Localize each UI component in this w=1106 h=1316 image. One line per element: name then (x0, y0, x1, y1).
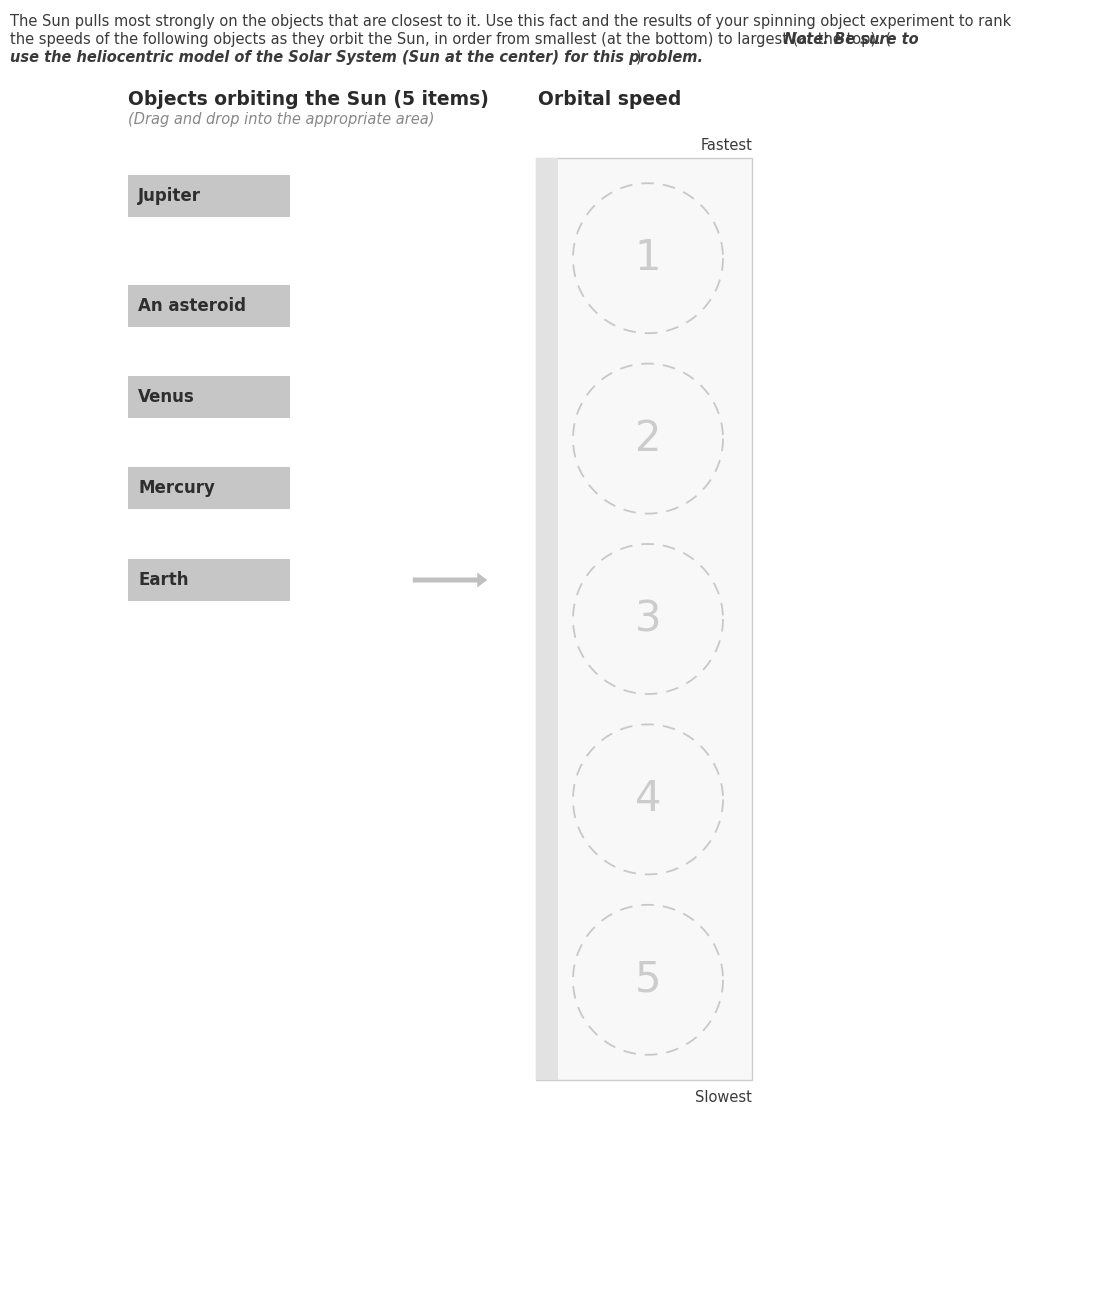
Text: 5: 5 (635, 959, 661, 1000)
Text: 4: 4 (635, 778, 661, 820)
Text: Venus: Venus (138, 388, 195, 407)
Text: Slowest: Slowest (696, 1090, 752, 1105)
Text: Orbital speed: Orbital speed (538, 89, 681, 109)
Text: the speeds of the following objects as they orbit the Sun, in order from smalles: the speeds of the following objects as t… (10, 32, 891, 47)
Bar (128, 376, 290, 418)
Text: The Sun pulls most strongly on the objects that are closest to it. Use this fact: The Sun pulls most strongly on the objec… (10, 14, 1011, 29)
Text: 3: 3 (635, 597, 661, 640)
Bar (128, 286, 290, 326)
Text: Earth: Earth (138, 571, 188, 590)
Text: (Drag and drop into the appropriate area): (Drag and drop into the appropriate area… (128, 112, 435, 128)
Text: use the heliocentric model of the Solar System (Sun at the center) for this prob: use the heliocentric model of the Solar … (10, 50, 703, 64)
Bar (536, 158, 752, 1080)
Text: Jupiter: Jupiter (138, 187, 201, 205)
Bar (128, 175, 290, 217)
Text: Fastest: Fastest (700, 138, 752, 153)
Bar (128, 559, 290, 601)
Text: An asteroid: An asteroid (138, 297, 246, 315)
Text: 2: 2 (635, 417, 661, 459)
Text: Mercury: Mercury (138, 479, 215, 497)
Text: ): ) (636, 50, 641, 64)
Text: Objects orbiting the Sun (5 items): Objects orbiting the Sun (5 items) (128, 89, 489, 109)
Text: Note: Be sure to: Note: Be sure to (784, 32, 919, 47)
Bar (536, 158, 559, 1080)
Text: 1: 1 (635, 237, 661, 279)
Bar (128, 467, 290, 509)
